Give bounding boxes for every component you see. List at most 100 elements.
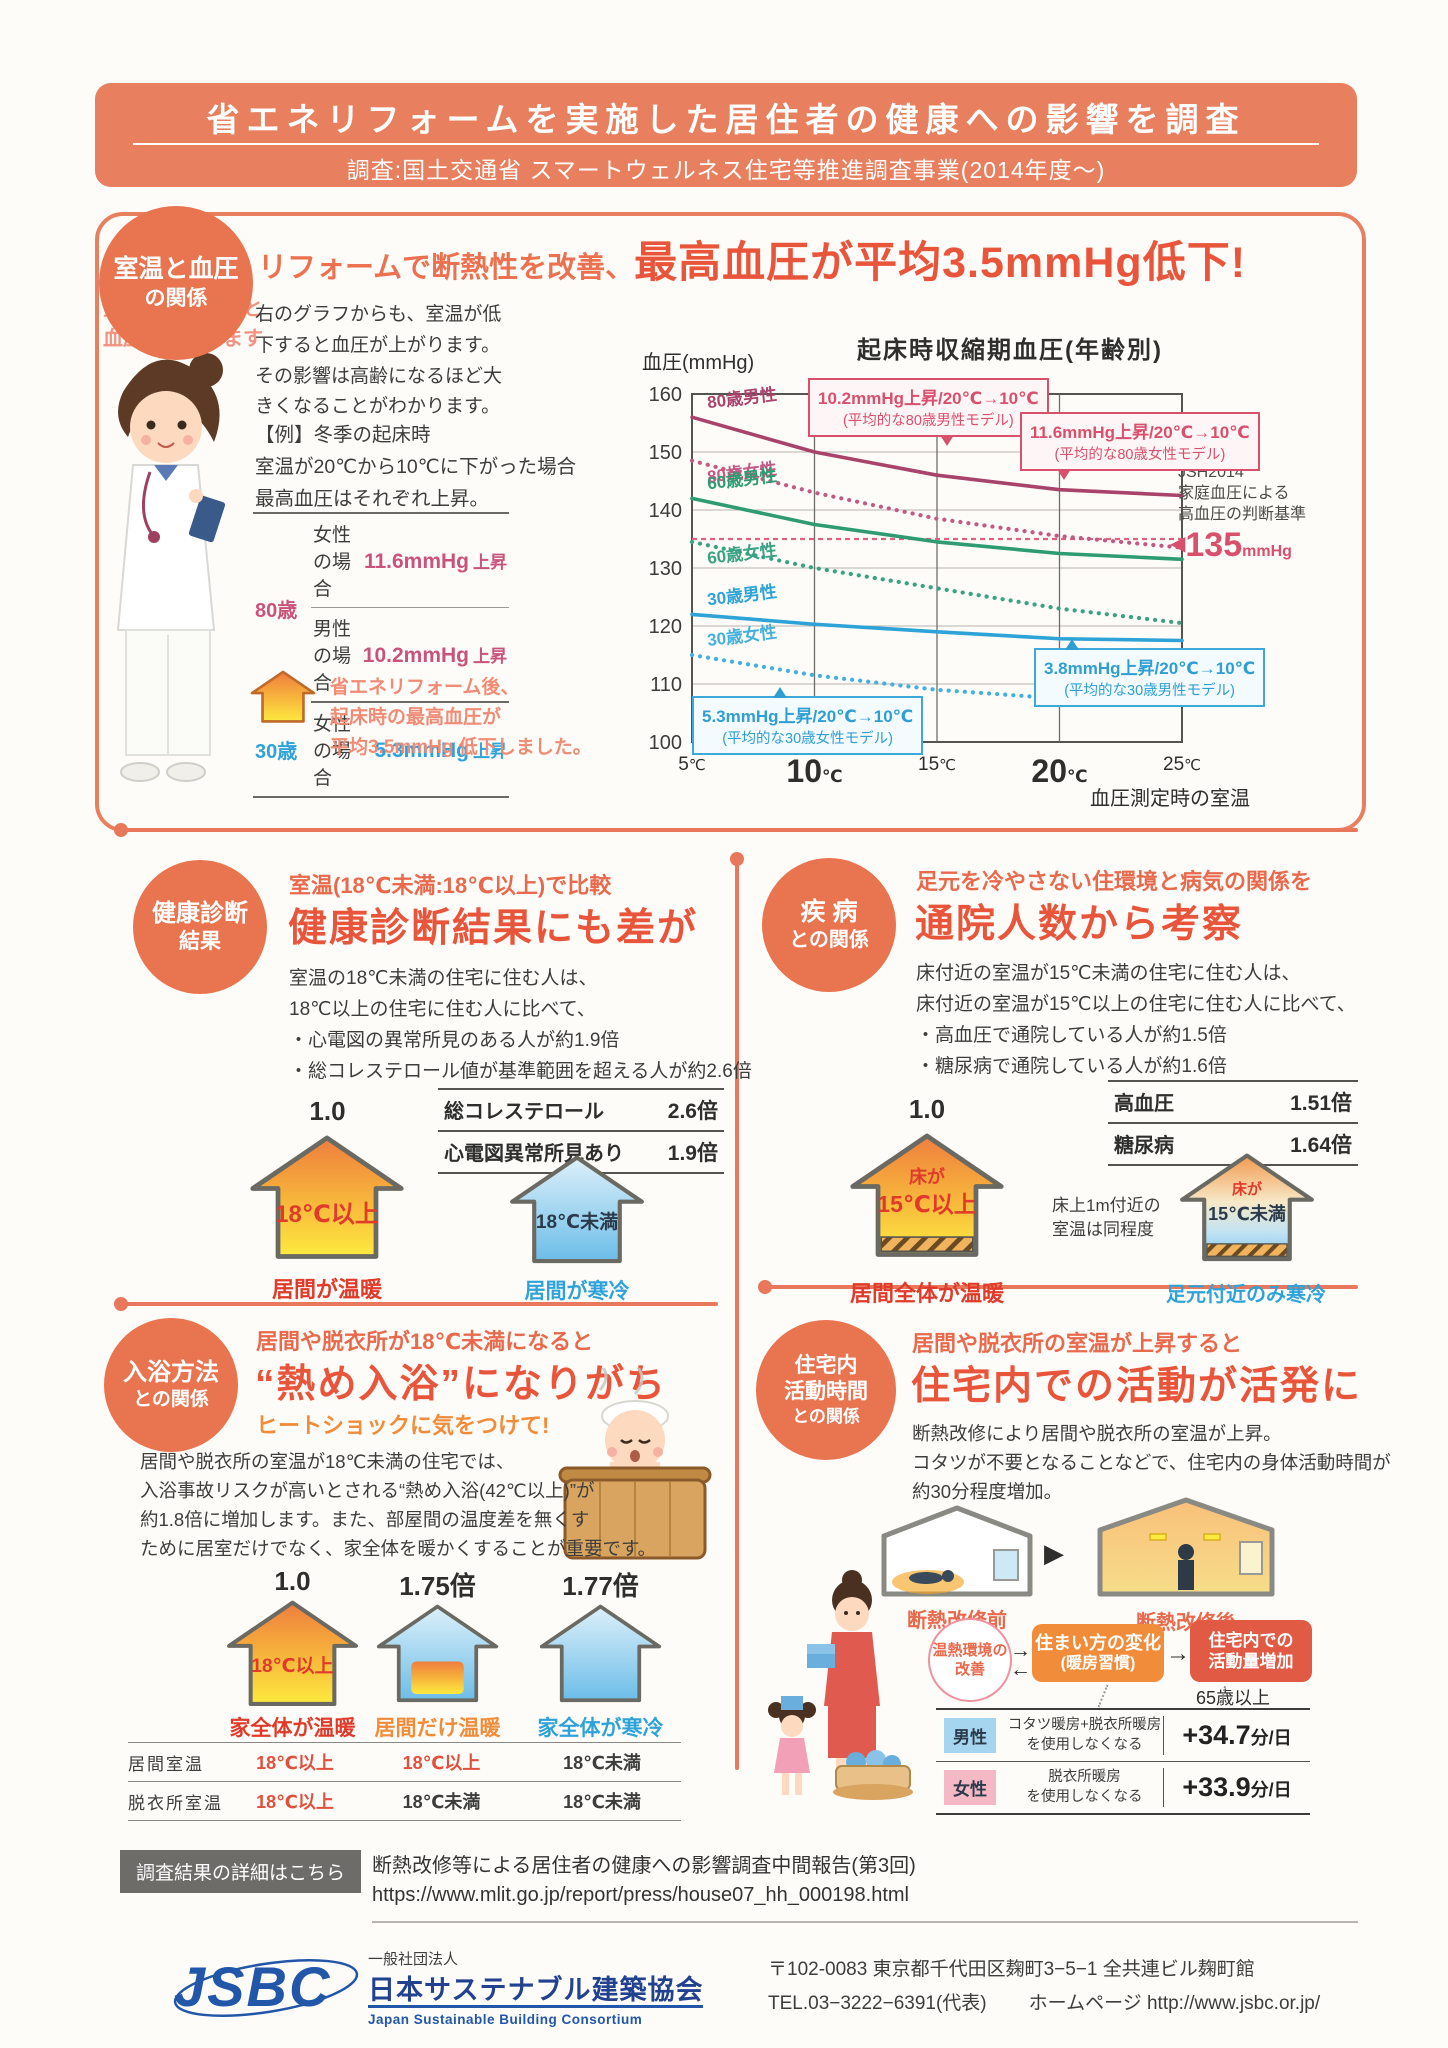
flow-circle-line2: 改善: [954, 1661, 985, 1678]
double-arrow-icon: → ←: [1010, 1640, 1031, 1681]
house-arrow-icon: [250, 670, 316, 723]
callout-30-male: 3.8mmHg上昇/20℃→10℃ (平均的な30歳男性モデル): [1034, 639, 1266, 707]
org-name: 日本サステナブル建築協会: [368, 1975, 704, 2005]
badge-temp-bp-line2: の関係: [144, 286, 208, 310]
header-banner: 省エネリフォームを実施した居住者の健康への影響を調査 調査:国土交通省 スマート…: [95, 83, 1357, 187]
badge-activity-line1: 住宅内: [794, 1354, 858, 1378]
org-address: 〒102-0083 東京都千代田区麹町3−5−1 全共連ビル麹町館: [768, 1959, 1255, 1980]
section2-title: 健康診断結果にも差が: [288, 907, 699, 950]
bathing-man-illustration: [558, 1368, 712, 1560]
arrow-left-glyph: ←: [1010, 1657, 1031, 1681]
female-change-line2: を使用しなくなる: [1026, 1788, 1143, 1805]
female-change-line1: 脱衣所暖房: [1048, 1769, 1121, 1786]
jsbc-logo: JSBC: [168, 1948, 368, 2030]
reference-value-unit: mmHg: [1242, 543, 1292, 560]
section3-subtitle: 足元を冷やさない住環境と病気の関係を: [916, 869, 1313, 894]
section1-headline: リフォームで断熱性を改善、最高血圧が平均3.5mmHg低下!: [258, 228, 1246, 290]
temp-row2-cell2: 18℃未満: [402, 1792, 481, 1812]
svg-text:100: 100: [649, 732, 682, 754]
cold-house-section2-caption: 居間が寒冷: [524, 1280, 630, 1303]
chart-title: 起床時収縮期血圧(年齢別): [857, 337, 1163, 364]
result-note-3: 平均3.5mmHg 低下しました。: [330, 737, 592, 758]
callout-80-female-line1: 11.6mmHg上昇/20℃→10℃: [1030, 423, 1250, 442]
bath-house-mixed: [375, 1604, 500, 1704]
house-after-illustration: [1097, 1497, 1275, 1597]
section5-subtitle: 居間や脱衣所の室温が上昇すると: [912, 1331, 1243, 1356]
bath-house1-value: 1.0: [274, 1566, 311, 1596]
cold-floor-house-label1: 床が: [1231, 1181, 1262, 1199]
activity-table: 男性 コタツ暖房+脱衣所暖房 を使用しなくなる +34.7分/日 女性 脱衣所暖…: [936, 1708, 1310, 1816]
footer-divider: [372, 1921, 1358, 1923]
floor-note-line1: 床上1m付近の: [1052, 1196, 1161, 1215]
ratio-hypertension-value: 1.51倍: [1290, 1092, 1352, 1115]
badge-health-line1: 健康診断: [152, 899, 248, 927]
svg-text:130: 130: [649, 558, 682, 580]
section1-example-line1: 室温が20℃から10℃に下がった場合: [255, 456, 577, 478]
section1-paragraph: 右のグラフからも、室温が低下すると血圧が上がります。その影響は高齢になるほど大き…: [255, 304, 503, 418]
svg-text:160: 160: [649, 384, 682, 406]
callout-30-female-line2: (平均的な30歳女性モデル): [722, 731, 894, 747]
bath-house-cold: [538, 1604, 663, 1704]
section5-title: 住宅内での活動が活発に: [911, 1365, 1363, 1408]
male-change-line2: を使用しなくなる: [1026, 1736, 1143, 1753]
section1-example-line2: 最高血圧はそれぞれ上昇。: [255, 488, 490, 510]
badge-temp-bp: 室温と血圧 の関係: [99, 206, 253, 360]
section4-warning: ヒートショックに気をつけて!: [256, 1413, 550, 1438]
svg-text:60歳女性: 60歳女性: [706, 539, 778, 567]
temp-row1-cell1: 18℃以上: [256, 1753, 334, 1773]
flow-box1-line2: (暖房習慣): [1060, 1655, 1136, 1673]
ratio-row-hypertension: 高血圧 1.51倍: [1108, 1080, 1358, 1122]
section2-body-4: ・総コレステロール値が基準範囲を超える人が約2.6倍: [289, 1061, 752, 1082]
section5-body-3: 約30分程度増加。: [912, 1481, 1063, 1502]
bath-house3-value: 1.77倍: [562, 1571, 639, 1601]
badge-activity: 住宅内 活動時間 との関係: [756, 1320, 896, 1460]
warm-house-section2-label: 18℃以上: [275, 1200, 379, 1228]
ratio-diabetes-label: 糖尿病: [1114, 1135, 1174, 1157]
bath-house-warm-label: 18℃以上: [251, 1656, 334, 1678]
house-before-illustration: [881, 1505, 1033, 1597]
divider-right-column: [758, 1280, 1358, 1294]
callout-80-female: 11.6mmHg上昇/20℃→10℃ (平均的な80歳女性モデル): [1020, 412, 1260, 480]
report-url: https://www.mlit.go.jp/report/press/hous…: [372, 1884, 909, 1906]
section3-body-4: ・糖尿病で通院している人が約1.6倍: [916, 1056, 1227, 1077]
warm-floor-house-label2: 15℃以上: [877, 1190, 977, 1217]
banner-divider: [133, 143, 1319, 145]
bath-house-warm: 18℃以上: [225, 1600, 360, 1708]
reference-value-number: 135: [1185, 526, 1243, 564]
svg-text:15℃: 15℃: [918, 754, 956, 775]
warm-house-section2: 18℃以上: [248, 1134, 406, 1262]
chart-x-axis-label: 血圧測定時の室温: [1090, 788, 1250, 810]
temp-row1-cell2: 18℃以上: [402, 1753, 481, 1773]
section2-subtitle: 室温(18℃未満:18℃以上)で比較: [289, 873, 612, 898]
chart-y-axis-label: 血圧(mmHg): [642, 352, 755, 374]
svg-text:30歳男性: 30歳男性: [706, 581, 778, 609]
section5-body-1: 断熱改修により居間や脱衣所の室温が上昇。: [912, 1423, 1282, 1444]
callout-80-male-line1: 10.2mmHg上昇/20℃→10℃: [818, 389, 1039, 408]
ratio-row-cholesterol: 総コレステロール 2.6倍: [438, 1088, 724, 1130]
ratio-cholesterol-value: 2.6倍: [667, 1100, 718, 1123]
activity-row-female: 女性 脱衣所暖房 を使用しなくなる +33.9分/日: [936, 1761, 1310, 1813]
arrow-right-icon: ▶: [1044, 1538, 1064, 1568]
result-note-1: 省エネリフォーム後、: [330, 677, 520, 698]
activity-row-male: 男性 コタツ暖房+脱衣所暖房 を使用しなくなる +34.7分/日: [936, 1710, 1310, 1761]
bath-house-cold-caption: 家全体が寒冷: [537, 1717, 664, 1740]
section3-title: 通院人数から考察: [915, 903, 1244, 946]
badge-disease-line2: との関係: [789, 929, 869, 952]
flow-activity-box: 住宅内での 活動量増加: [1190, 1620, 1312, 1682]
bp-chart: 起床時収縮期血圧(年齢別) 血圧(mmHg) 100 110 120 130 140 15…: [630, 330, 1370, 820]
svg-text:150: 150: [649, 442, 682, 464]
ratio-diabetes-value: 1.64倍: [1290, 1134, 1352, 1157]
age-note: 65歳以上: [1196, 1688, 1271, 1708]
rise-row2-value: 10.2mmHg 上昇: [360, 607, 509, 703]
gender-female-chip: 女性: [944, 1770, 996, 1806]
org-contact: TEL.03−3222−6391(代表) ホームページ http://www.js…: [768, 1988, 1320, 2015]
section4-body-1: 居間や脱衣所の室温が18℃未満の住宅では、: [140, 1451, 515, 1472]
org-tel: TEL.03−3222−6391(代表): [768, 1993, 987, 2014]
section3-baseline-value: 1.0: [908, 1094, 946, 1124]
flow-lifestyle-box: 住まい方の変化 (暖房習慣): [1032, 1624, 1164, 1682]
section4-body-2: 入浴事故リスクが高いとされる“熱め入浴(42℃以上)”が: [140, 1480, 595, 1501]
male-change-line1: コタツ暖房+脱衣所暖房: [1007, 1717, 1162, 1733]
cold-house-section2-label: 18℃未満: [535, 1212, 619, 1234]
room-temp-table: 居間室温 18℃以上 18℃以上 18℃未満 脱衣所室温 18℃以上 18℃未満…: [128, 1742, 681, 1821]
badge-bathing: 入浴方法 との関係: [104, 1318, 238, 1452]
